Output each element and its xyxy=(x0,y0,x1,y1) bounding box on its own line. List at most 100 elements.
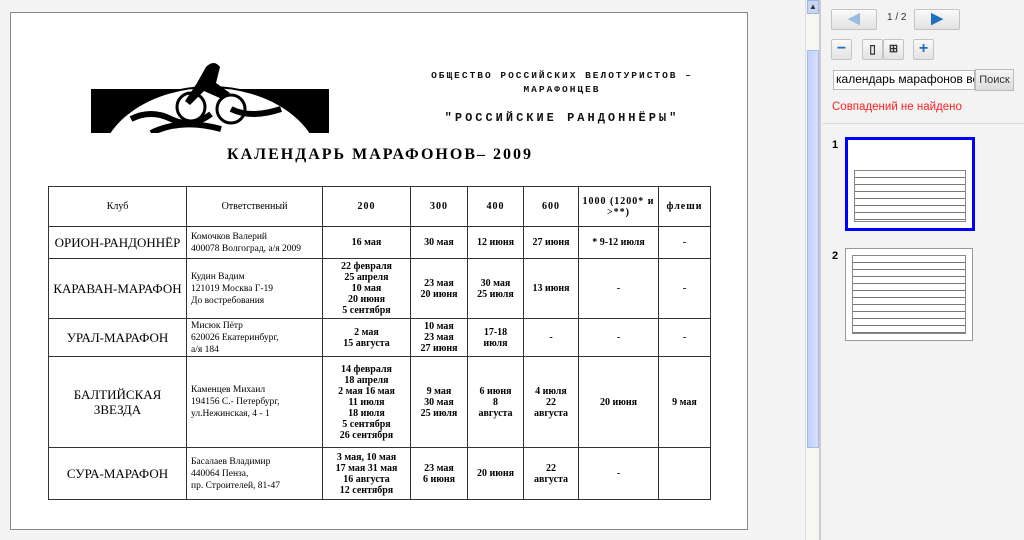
date-cell-c600: 13 июня xyxy=(523,258,579,319)
date-line: 22 xyxy=(546,462,556,474)
date-line: 17-18 xyxy=(483,326,508,338)
responsible-cell: Комочков Валерий 400078 Волгоград, а/я 20… xyxy=(186,226,323,259)
prev-page-button[interactable]: ◀ xyxy=(831,9,877,30)
date-cell-c300: 23 мая 6 июня xyxy=(410,447,468,500)
single-page-view-button[interactable]: ▯ xyxy=(862,39,883,60)
date-line: - xyxy=(616,283,621,294)
table-row: ОРИОН-РАНДОННЁР Комочков Валерий 400078 Во… xyxy=(48,226,711,259)
date-cell-c300: 9 мая 30 мая 25 июля xyxy=(410,356,468,448)
date-cell-c600: - xyxy=(523,318,579,357)
date-line: 9 мая xyxy=(426,385,452,397)
date-line: 9 мая xyxy=(672,396,697,408)
vertical-scrollbar[interactable]: ▲ xyxy=(805,0,820,540)
responsible-cell: Мисюк Пётр 620026 Екатеринбург, а/я 184 xyxy=(186,318,323,357)
date-line: 4 июля xyxy=(535,385,567,397)
responsible-line: а/я 184 xyxy=(191,344,219,355)
date-cell-c600: 27 июня xyxy=(523,226,579,259)
date-cell-c400: 20 июня xyxy=(467,447,524,500)
club-name: УРАЛ-МАРАФОН xyxy=(66,330,169,345)
date-cell-flesh: - xyxy=(658,258,711,319)
zoom-out-button[interactable]: − xyxy=(831,39,852,60)
club-cell: КАРАВАН-МАРАФОН xyxy=(48,258,187,319)
club-name: БАЛТИЙСКАЯ ЗВЕЗДА xyxy=(73,387,162,417)
date-line: 5 сентября xyxy=(342,305,391,316)
scroll-up-icon[interactable]: ▲ xyxy=(807,0,819,14)
responsible-line: пр. Строителей, 81-47 xyxy=(191,480,280,491)
grid-view-button[interactable]: ⊞ xyxy=(883,39,904,60)
next-page-button[interactable]: ▶ xyxy=(914,9,960,30)
date-line: 27 июня xyxy=(420,343,458,354)
date-line: - xyxy=(682,283,687,294)
date-line: - xyxy=(682,237,687,248)
responsible-line: До востребования xyxy=(191,295,265,306)
zoom-in-button[interactable]: + xyxy=(913,39,934,60)
table-header-row: Клуб Ответственный 200 300 400 600 1000 … xyxy=(48,186,711,227)
date-cell-flesh xyxy=(658,447,711,500)
date-cell-c1000: * 9-12 июля xyxy=(578,226,659,259)
date-line: 25 июля xyxy=(477,288,514,300)
date-cell-c200: 14 февраля 18 апреля 2 мая 16 мая 11 июля 18… xyxy=(322,356,411,448)
date-cell-c1000: - xyxy=(578,318,659,357)
thumbnail-page-1[interactable] xyxy=(845,137,975,231)
date-cell-c600: 22 августа xyxy=(523,447,579,500)
date-cell-c300: 23 мая 20 июня xyxy=(410,258,468,319)
responsible-line: ул.Нежинская, 4 - 1 xyxy=(191,409,270,419)
scrollbar-thumb[interactable] xyxy=(807,50,819,448)
date-cell-c200: 22 февраля 25 апреля 10 мая 20 июня 5 сентяб… xyxy=(322,258,411,319)
date-cell-flesh: - xyxy=(658,318,711,357)
date-line: 26 сентября xyxy=(339,429,394,441)
date-line: 17 мая 31 мая xyxy=(335,462,398,474)
header-600: 600 xyxy=(523,186,579,227)
organization-name: "РОССИЙСКИЕ РАНДОННЁРЫ" xyxy=(444,111,680,125)
header-fleche: флеши xyxy=(658,186,711,227)
marathon-calendar-table: Клуб Ответственный 200 300 400 600 1000 … xyxy=(48,186,711,500)
table-row: УРАЛ-МАРАФОН Мисюк Пётр 620026 Екатеринбур… xyxy=(48,318,711,357)
date-cell-c200: 3 мая, 10 мая 17 мая 31 мая 16 августа 12 с… xyxy=(322,447,411,500)
date-line: 30 мая xyxy=(424,237,454,248)
responsible-line: 121019 Москва Г-19 xyxy=(191,283,274,294)
header-club: Клуб xyxy=(48,186,187,227)
arrow-left-icon: ◀ xyxy=(848,10,860,27)
date-line: 27 июня xyxy=(532,237,570,248)
date-line: 8 xyxy=(493,396,498,408)
date-line: 10 мая xyxy=(351,283,382,294)
club-cell: БАЛТИЙСКАЯ ЗВЕЗДА xyxy=(48,356,187,448)
date-cell-c300: 10 мая 23 мая 27 июня xyxy=(410,318,468,357)
organization-line: ОБЩЕСТВО РОССИЙСКИХ ВЕЛОТУРИСТОВ – МАРАФ… xyxy=(431,70,693,95)
date-line: 16 мая xyxy=(351,237,382,248)
date-cell-c1000: 20 июня xyxy=(578,356,659,448)
date-line: августа xyxy=(478,407,513,419)
date-line: - xyxy=(616,468,621,479)
responsible-line: Каменцев Михаил xyxy=(191,385,266,395)
no-match-message: Совпадений не найдено xyxy=(832,101,962,113)
thumbnail-page-2[interactable] xyxy=(845,248,973,341)
date-line: - xyxy=(682,332,687,343)
date-cell-flesh: - xyxy=(658,226,711,259)
divider xyxy=(820,123,1024,124)
grid-icon: ⊞ xyxy=(888,43,899,55)
date-line: 10 мая xyxy=(424,321,454,332)
header-responsible: Ответственный xyxy=(186,186,323,227)
responsible-line: 440064 Пенза, xyxy=(191,468,249,479)
document-viewer: ОБЩЕСТВО РОССИЙСКИХ ВЕЛОТУРИСТОВ – МАРАФ… xyxy=(10,12,748,530)
date-line: 22 февраля xyxy=(341,261,392,272)
club-cell: СУРА-МАРАФОН xyxy=(48,447,187,500)
search-button[interactable]: Поиск xyxy=(975,69,1014,91)
responsible-line: Комочков Валерий xyxy=(191,231,267,242)
date-line: 18 июля xyxy=(348,407,385,419)
date-line: 23 мая xyxy=(424,332,454,343)
date-line: 20 июня xyxy=(347,294,386,305)
date-line: 2 мая 16 мая xyxy=(338,385,395,397)
responsible-line: 400078 Волгоград, а/я 2009 xyxy=(191,243,302,254)
club-cell: ОРИОН-РАНДОННЁР xyxy=(48,226,187,259)
search-input[interactable]: календарь марафонов ве xyxy=(833,70,975,90)
club-name: КАРАВАН-МАРАФОН xyxy=(53,281,182,296)
date-line: 12 июня xyxy=(476,237,515,248)
header-200: 200 xyxy=(322,186,411,227)
club-name: ОРИОН-РАНДОННЁР xyxy=(54,235,181,250)
date-cell-c600: 4 июля 22 августа xyxy=(523,356,579,448)
header-1000: 1000 (1200* и >**) xyxy=(578,186,659,227)
date-line: 15 августа xyxy=(343,337,390,349)
responsible-line: 194156 С.- Петербург, xyxy=(191,397,280,407)
date-line: 30 мая xyxy=(424,396,454,408)
